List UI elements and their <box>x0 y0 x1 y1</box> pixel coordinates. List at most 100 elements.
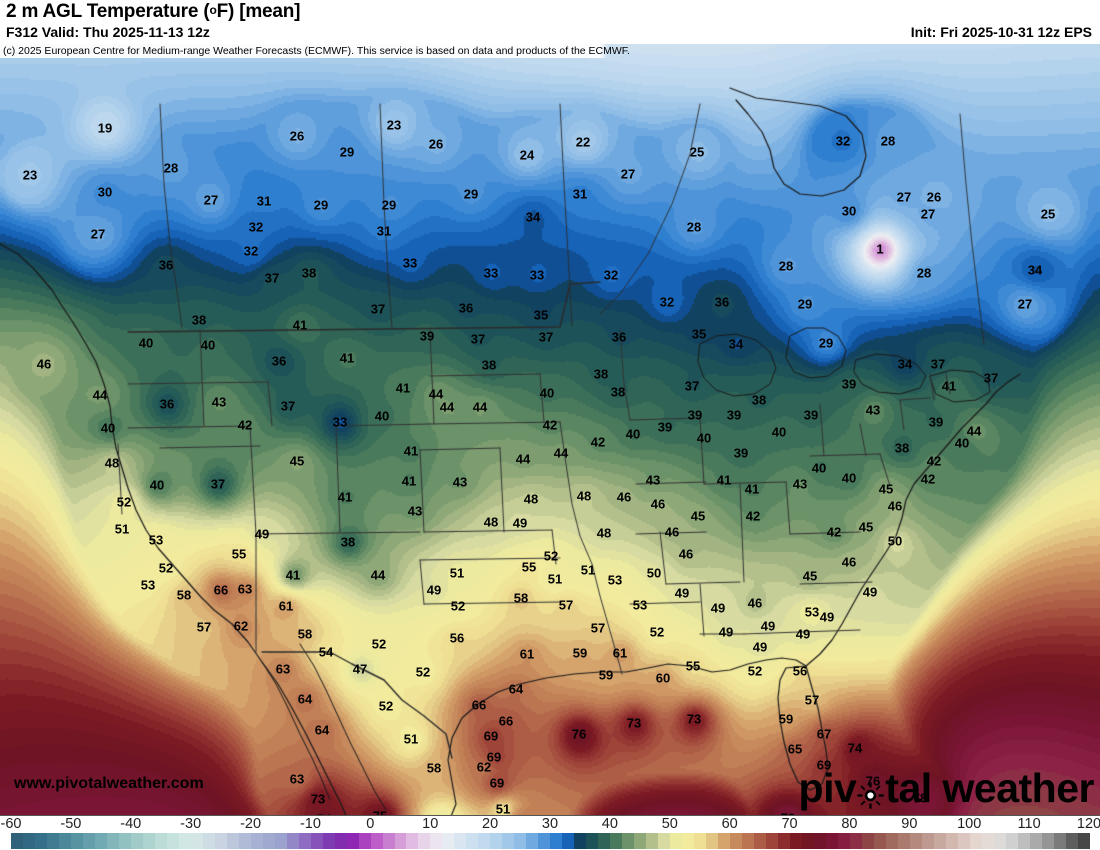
colorbar-swatch <box>310 833 323 849</box>
colorbar-swatch <box>801 833 814 849</box>
colorbar-swatch <box>682 833 695 849</box>
logo-text-part1: piv <box>798 765 857 811</box>
colorbar-tick: -10 <box>299 816 321 832</box>
colorbar-swatch <box>322 833 335 849</box>
colorbar-swatch <box>334 833 347 849</box>
colorbar-swatch <box>1077 833 1090 849</box>
colorbar-swatch <box>250 833 263 849</box>
colorbar-swatch <box>70 833 83 849</box>
colorbar-tick: 40 <box>601 816 618 832</box>
colorbar-tick: 30 <box>541 816 559 832</box>
colorbar-swatch <box>598 833 611 849</box>
title-prefix: 2 m AGL Temperature ( <box>6 1 210 22</box>
colorbar-swatch <box>166 833 179 849</box>
colorbar-swatch <box>993 833 1006 849</box>
colorbar-tick: 100 <box>957 816 982 832</box>
colorbar-swatch <box>154 833 167 849</box>
colorbar-swatch <box>873 833 886 849</box>
colorbar-swatch <box>706 833 719 849</box>
colorbar-swatch <box>1065 833 1078 849</box>
colorbar-swatch <box>34 833 47 849</box>
colorbar-swatch <box>298 833 311 849</box>
colorbar-swatch <box>742 833 755 849</box>
colorbar-swatch <box>574 833 587 849</box>
colorbar-tick: -30 <box>180 816 202 832</box>
colorbar-tick: 70 <box>781 816 798 832</box>
colorbar-tick: 80 <box>841 816 858 832</box>
colorbar-swatch <box>202 833 215 849</box>
colorbar-swatch <box>718 833 731 849</box>
colorbar-tick: -60 <box>0 816 22 832</box>
pivotal-weather-logo: piv <box>799 768 1094 809</box>
colorbar-swatch <box>454 833 467 849</box>
colorbar-swatch <box>382 833 395 849</box>
site-url: www.pivotalweather.com <box>14 775 204 792</box>
colorbar-swatch <box>981 833 994 849</box>
colorbar-swatch <box>945 833 958 849</box>
colorbar-swatch <box>46 833 59 849</box>
colorbar-tick-labels: -60 -50 -40 -30 -20 -10 0 10 20 30 40 50 60 70 80 90 100… <box>0 816 1100 833</box>
colorbar-swatch <box>394 833 407 849</box>
colorbar-swatch <box>1029 833 1042 849</box>
colorbar-swatch <box>142 833 155 849</box>
colorbar-swatch <box>562 833 575 849</box>
colorbar-swatch <box>1041 833 1054 849</box>
colorbar-swatch <box>766 833 778 849</box>
colorbar-swatch <box>670 833 683 849</box>
colorbar-gradient-strip <box>11 833 1090 849</box>
colorbar-swatch <box>286 833 299 849</box>
colorbar-swatch <box>897 833 910 849</box>
colorbar-swatch <box>550 833 563 849</box>
colorbar-swatch <box>622 833 635 849</box>
colorbar[interactable]: -60 -50 -40 -30 -20 -10 0 10 20 30 40 50 60 70 80 90 100… <box>0 816 1100 850</box>
colorbar-tick: 110 <box>1017 816 1041 832</box>
colorbar-swatch <box>789 833 802 849</box>
colorbar-swatch <box>94 833 107 849</box>
colorbar-swatch <box>634 833 647 849</box>
colorbar-swatch <box>849 833 862 849</box>
temperature-map[interactable]: 19 23 30 27 28 27 31 29 32 32 26 29 23 26 24 22 29 31 27 25… <box>0 44 1100 816</box>
colorbar-swatch <box>346 833 359 849</box>
colorbar-swatch <box>214 833 227 849</box>
colorbar-swatch <box>418 833 431 849</box>
colorbar-swatch <box>178 833 191 849</box>
colorbar-swatch <box>478 833 491 849</box>
colorbar-swatch <box>921 833 934 849</box>
colorbar-swatch <box>885 833 898 849</box>
colorbar-tick: 0 <box>366 816 375 832</box>
temperature-field-canvas <box>0 44 1100 815</box>
colorbar-swatch <box>370 833 383 849</box>
colorbar-swatch <box>238 833 251 849</box>
colorbar-swatch <box>430 833 443 849</box>
colorbar-swatch <box>82 833 95 849</box>
colorbar-tick: 120 <box>1076 816 1100 832</box>
colorbar-swatch <box>526 833 539 849</box>
colorbar-swatch <box>837 833 850 849</box>
colorbar-swatch <box>442 833 455 849</box>
colorbar-tick: 20 <box>482 816 499 832</box>
colorbar-swatch <box>274 833 287 849</box>
colorbar-tick: 10 <box>422 816 439 832</box>
colorbar-swatch <box>610 833 623 849</box>
header: 2 m AGL Temperature (oF) [mean] F312 Val… <box>0 0 1100 44</box>
colorbar-swatch <box>130 833 143 849</box>
colorbar-swatch <box>1005 833 1018 849</box>
colorbar-swatch <box>514 833 527 849</box>
colorbar-swatch <box>190 833 203 849</box>
colorbar-tick: -20 <box>240 816 262 832</box>
colorbar-swatch <box>646 833 659 849</box>
logo-text-part2: tal weather <box>885 765 1094 811</box>
colorbar-tick: 90 <box>901 816 918 832</box>
colorbar-swatch <box>1053 833 1066 849</box>
colorbar-swatch <box>754 833 767 849</box>
colorbar-swatch <box>118 833 131 849</box>
colorbar-swatch <box>106 833 119 849</box>
colorbar-swatch <box>262 833 275 849</box>
colorbar-swatch <box>358 833 371 849</box>
model-init-time: Init: Fri 2025-10-31 12z EPS <box>910 24 1092 40</box>
colorbar-swatch <box>490 833 503 849</box>
colorbar-swatch <box>861 833 874 849</box>
colorbar-tick: 50 <box>661 816 678 832</box>
colorbar-swatch <box>658 833 671 849</box>
